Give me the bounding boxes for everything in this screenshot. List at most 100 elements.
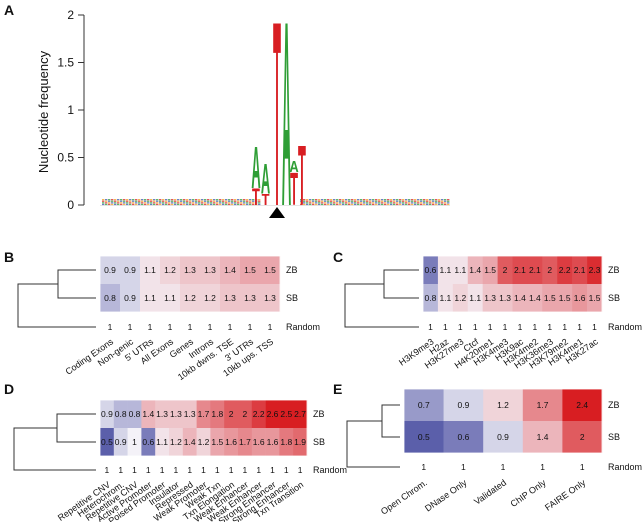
noise-letter bbox=[339, 199, 342, 201]
dendrogram bbox=[13, 413, 96, 471]
noise-letter bbox=[138, 200, 141, 202]
cell-value: 1 bbox=[229, 465, 234, 475]
heatmap-cell bbox=[522, 421, 563, 453]
cell-value: 0.9 bbox=[124, 265, 136, 275]
cell-value: 2 bbox=[547, 265, 552, 275]
insertion-site-marker bbox=[269, 207, 285, 218]
noise-letter bbox=[387, 203, 390, 206]
noise-letter bbox=[204, 203, 207, 206]
noise-letter bbox=[426, 203, 429, 206]
noise-letter bbox=[300, 199, 303, 201]
noise-letter bbox=[312, 203, 315, 206]
noise-letter bbox=[213, 199, 216, 201]
panel-a-sequence-logo: A Nucleotide frequency 00.511.52 TA TA T AT… bbox=[4, 0, 450, 262]
noise-letter bbox=[225, 203, 228, 206]
noise-letter bbox=[114, 200, 117, 202]
noise-letter bbox=[357, 202, 360, 204]
cell-value: 2.2 bbox=[253, 409, 265, 419]
noise-letter bbox=[393, 200, 396, 202]
noise-letter bbox=[378, 203, 381, 206]
noise-letter bbox=[246, 202, 249, 204]
noise-letter bbox=[249, 200, 252, 202]
noise-letter bbox=[375, 199, 378, 201]
noise-letter bbox=[177, 203, 180, 206]
noise-letter bbox=[351, 199, 354, 201]
noise-letter bbox=[354, 199, 357, 201]
svg-text:T: T bbox=[290, 164, 298, 216]
noise-letter bbox=[321, 199, 324, 201]
noise-letter bbox=[372, 200, 375, 202]
noise-letter bbox=[171, 200, 174, 202]
noise-letter bbox=[324, 200, 327, 202]
heatmap-cell bbox=[120, 256, 141, 284]
heatmap-cell bbox=[404, 389, 444, 421]
noise-letter bbox=[378, 202, 381, 204]
noise-letter bbox=[225, 199, 228, 201]
noise-letter bbox=[333, 200, 336, 202]
noise-letter bbox=[156, 200, 159, 202]
noise-letter bbox=[363, 199, 366, 201]
noise-letter bbox=[222, 202, 225, 204]
noise-letter bbox=[207, 200, 210, 202]
noise-letter bbox=[129, 200, 132, 202]
noise-letter bbox=[426, 200, 429, 202]
noise-letter bbox=[435, 202, 438, 204]
row-label-random: Random bbox=[313, 465, 347, 475]
heatmap-cell bbox=[293, 428, 308, 456]
cell-value: 1.2 bbox=[198, 437, 210, 447]
noise-letter bbox=[240, 203, 243, 206]
svg-text:T: T bbox=[262, 192, 270, 210]
noise-letter bbox=[243, 203, 246, 206]
noise-letter bbox=[162, 200, 165, 202]
noise-letter bbox=[105, 199, 108, 201]
cell-value: 1 bbox=[168, 322, 173, 332]
y-tick-label: 0 bbox=[67, 198, 74, 212]
noise-letter bbox=[387, 200, 390, 202]
cell-value: 0.6 bbox=[457, 432, 469, 442]
cell-value: 1 bbox=[146, 465, 151, 475]
row-label-sb: SB bbox=[313, 437, 325, 447]
noise-letter bbox=[336, 202, 339, 204]
noise-letter bbox=[402, 202, 405, 204]
noise-letter bbox=[411, 203, 414, 206]
noise-letter bbox=[405, 199, 408, 201]
cell-value: 1.5 bbox=[589, 293, 601, 303]
noise-letter bbox=[438, 203, 441, 206]
noise-letter bbox=[339, 203, 342, 206]
noise-letter bbox=[348, 203, 351, 206]
noise-letter bbox=[336, 200, 339, 202]
noise-letter bbox=[384, 203, 387, 206]
noise-letter bbox=[312, 200, 315, 202]
noise-letter bbox=[180, 200, 183, 202]
noise-letter bbox=[369, 202, 372, 204]
noise-letter bbox=[195, 200, 198, 202]
heatmap-cell bbox=[182, 400, 197, 428]
noise-letter bbox=[207, 199, 210, 201]
noise-letter bbox=[378, 199, 381, 201]
heatmap-cell bbox=[220, 256, 241, 284]
noise-letter bbox=[171, 203, 174, 206]
noise-letter bbox=[222, 200, 225, 202]
noise-letter bbox=[441, 199, 444, 201]
noise-letter bbox=[165, 203, 168, 206]
noise-letter bbox=[315, 203, 318, 206]
noise-letter bbox=[426, 199, 429, 201]
noise-letter bbox=[333, 203, 336, 206]
noise-letter bbox=[342, 203, 345, 206]
noise-letter bbox=[153, 200, 156, 202]
noise-letter bbox=[192, 200, 195, 202]
noise-letter bbox=[120, 202, 123, 204]
noise-letter bbox=[357, 199, 360, 201]
noise-letter bbox=[417, 203, 420, 206]
heatmap-cell bbox=[404, 421, 444, 453]
noise-letter bbox=[318, 203, 321, 206]
noise-letter bbox=[252, 199, 255, 201]
noise-letter bbox=[129, 202, 132, 204]
noise-letter bbox=[408, 199, 411, 201]
heatmap-cell bbox=[482, 284, 498, 312]
noise-letter bbox=[441, 200, 444, 202]
cell-value: 1.1 bbox=[439, 265, 451, 275]
noise-letter bbox=[102, 202, 105, 204]
noise-letter bbox=[210, 200, 213, 202]
noise-letter bbox=[123, 199, 126, 201]
